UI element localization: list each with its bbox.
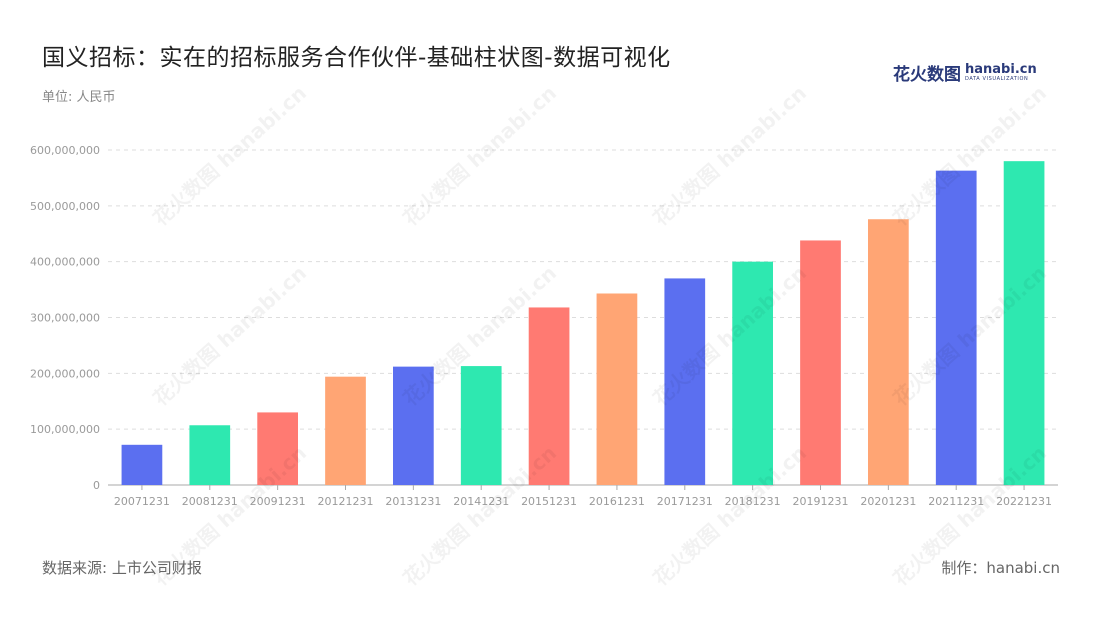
maker-credit: 制作：hanabi.cn (941, 559, 1060, 577)
bar (868, 219, 909, 485)
bar (460, 366, 502, 485)
bar (121, 444, 163, 485)
bar (664, 278, 706, 485)
bar (325, 376, 366, 485)
x-tick-label: 20121231 (318, 495, 374, 508)
bar (1003, 161, 1045, 485)
x-tick-label: 20181231 (725, 495, 781, 508)
x-tick-label: 20201231 (860, 495, 916, 508)
y-tick-label: 200,000,000 (30, 367, 100, 380)
bar (800, 240, 841, 485)
x-tick-label: 20081231 (182, 495, 238, 508)
logo-en-text: hanabi.cn (965, 62, 1037, 77)
chart-title: 国义招标：实在的招标服务合作伙伴-基础柱状图-数据可视化 (42, 45, 671, 71)
x-tick-label: 20221231 (996, 495, 1052, 508)
bar (257, 412, 298, 485)
logo-en-block: hanabi.cn DATA VISUALIZATION (965, 63, 1037, 82)
x-tick-label: 20161231 (589, 495, 645, 508)
bar (732, 261, 773, 485)
x-tick-label: 20131231 (385, 495, 441, 508)
bar (528, 307, 570, 485)
unit-label: 单位: 人民币 (42, 90, 116, 105)
y-tick-label: 500,000,000 (30, 200, 100, 213)
y-tick-label: 100,000,000 (30, 423, 100, 436)
bar (935, 170, 977, 486)
x-tick-label: 20171231 (657, 495, 713, 508)
y-tick-label: 0 (93, 479, 100, 492)
brand-logo: 花火数图 hanabi.cn DATA VISUALIZATION (893, 60, 1037, 85)
x-tick-label: 20151231 (521, 495, 577, 508)
y-tick-label: 600,000,000 (30, 144, 100, 157)
y-tick-label: 400,000,000 (30, 256, 100, 269)
logo-sub-text: DATA VISUALIZATION (965, 76, 1029, 82)
x-tick-label: 20191231 (793, 495, 849, 508)
y-tick-label: 300,000,000 (30, 312, 100, 325)
bar (393, 366, 434, 485)
x-tick-label: 20091231 (250, 495, 306, 508)
x-tick-label: 20211231 (928, 495, 984, 508)
bar (189, 425, 231, 485)
bar (596, 293, 638, 485)
data-source: 数据来源: 上市公司财报 (42, 559, 202, 577)
logo-cn-text: 花火数图 (893, 65, 961, 85)
x-tick-label: 20071231 (114, 495, 170, 508)
x-tick-label: 20141231 (453, 495, 509, 508)
